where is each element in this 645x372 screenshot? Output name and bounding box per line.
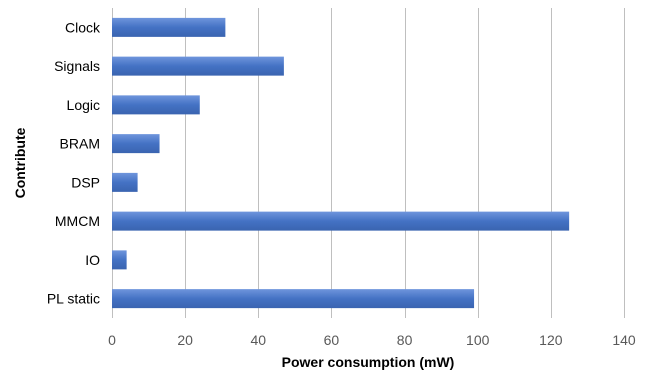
x-tick-labels: 0 20 40 60 80 100 120 140: [108, 332, 636, 348]
y-axis-title: Contribute: [12, 127, 28, 198]
category-label-clock: Clock: [65, 19, 101, 35]
bar-signals: [112, 56, 284, 76]
category-label-mmcm: MMCM: [55, 213, 100, 229]
x-tick-label: 100: [466, 332, 490, 348]
x-tick-label: 0: [108, 332, 116, 348]
x-tick-label: 120: [539, 332, 563, 348]
bar-dsp: [112, 172, 138, 192]
x-tick-label: 140: [612, 332, 636, 348]
x-tick-label: 20: [177, 332, 193, 348]
bar-logic: [112, 95, 200, 115]
category-label-bram: BRAM: [60, 136, 100, 152]
category-label-logic: Logic: [67, 97, 100, 113]
bar-bram: [112, 134, 160, 154]
category-labels: Clock Signals Logic BRAM DSP MMCM IO PL static: [47, 19, 101, 306]
category-label-pl-static: PL static: [47, 291, 100, 307]
bar-io: [112, 250, 127, 270]
x-tick-label: 60: [324, 332, 340, 348]
x-tick-label: 40: [250, 332, 266, 348]
bar-mmcm: [112, 211, 570, 231]
bar-pl-static: [112, 289, 475, 309]
bars: [112, 17, 570, 309]
x-tick-label: 80: [397, 332, 413, 348]
x-axis-title: Power consumption (mW): [282, 354, 455, 370]
bar-clock: [112, 17, 226, 37]
category-label-signals: Signals: [54, 58, 100, 74]
category-label-dsp: DSP: [71, 174, 100, 190]
gridlines: [112, 8, 625, 318]
category-label-io: IO: [85, 252, 100, 268]
